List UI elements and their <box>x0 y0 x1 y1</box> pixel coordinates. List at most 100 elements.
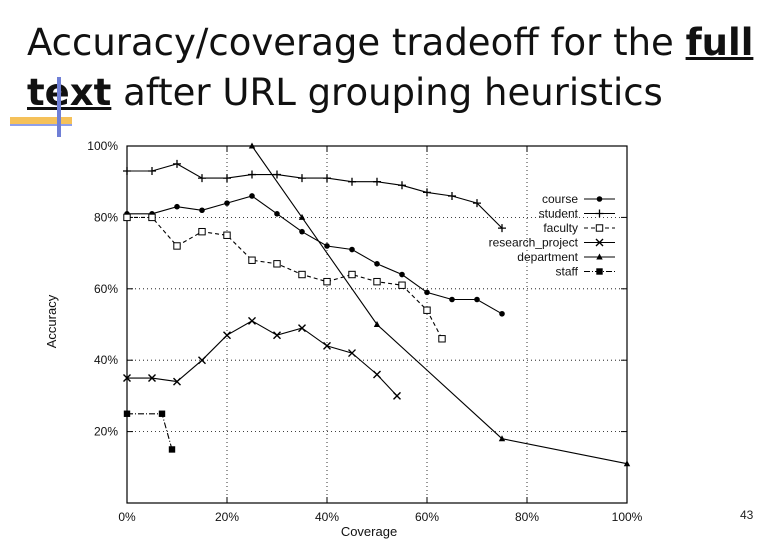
slide-number: 43 <box>740 508 754 522</box>
x-tick-label-2: 40% <box>315 510 339 524</box>
point-research_project-10 <box>373 370 381 379</box>
point-student-7 <box>298 174 306 183</box>
legend-label-course: course <box>542 192 578 206</box>
x-tick-label-0: 0% <box>118 510 136 524</box>
point-staff-2 <box>168 446 176 453</box>
point-course-4 <box>224 200 230 206</box>
series-line-faculty <box>127 216 443 340</box>
point-research_project-3 <box>198 356 206 365</box>
point-student-8 <box>323 174 331 183</box>
point-faculty-3 <box>198 227 206 236</box>
point-research_project-9 <box>348 349 356 358</box>
x-tick-label-3: 60% <box>415 510 439 524</box>
point-course-14 <box>474 296 480 303</box>
y-tick-label-2: 60% <box>94 282 118 296</box>
point-department-2 <box>373 321 381 327</box>
point-student-14 <box>473 199 481 208</box>
point-department-0 <box>248 142 256 149</box>
y-tick-label-1: 40% <box>94 353 118 367</box>
point-student-11 <box>398 181 406 190</box>
legend-label-research_project: research_project <box>489 236 579 250</box>
point-student-10 <box>373 177 381 186</box>
point-student-9 <box>348 177 356 186</box>
point-student-5 <box>248 170 256 179</box>
point-student-4 <box>223 174 231 183</box>
point-research_project-4 <box>223 331 231 340</box>
point-research_project-8 <box>323 341 331 350</box>
x-tick-label-1: 20% <box>215 510 239 524</box>
point-student-13 <box>448 191 456 200</box>
point-faculty-13 <box>438 335 446 343</box>
legend-marker-course <box>596 196 603 202</box>
point-student-0 <box>123 166 131 175</box>
point-faculty-9 <box>348 270 356 279</box>
point-student-15 <box>498 224 506 233</box>
legend-label-department: department <box>517 250 578 264</box>
point-department-4 <box>623 460 631 467</box>
point-student-6 <box>273 170 281 179</box>
series-line-staff <box>127 413 173 450</box>
legend-label-faculty: faculty <box>543 221 578 235</box>
point-faculty-2 <box>173 242 181 250</box>
slide-title: Accuracy/coverage tradeoff for the full … <box>27 18 767 118</box>
series-line-course <box>127 195 503 315</box>
point-course-2 <box>174 203 180 210</box>
plot-frame <box>126 145 628 504</box>
point-faculty-0 <box>123 213 131 222</box>
y-tick-label-4: 100% <box>87 139 118 153</box>
point-research_project-5 <box>248 316 256 325</box>
point-course-8 <box>324 243 330 249</box>
point-course-13 <box>449 296 455 303</box>
point-faculty-7 <box>298 270 306 279</box>
legend-marker-department <box>596 253 603 260</box>
x-axis-label: Coverage <box>341 524 397 539</box>
x-tick-label-4: 80% <box>515 510 539 524</box>
point-faculty-6 <box>273 260 281 268</box>
y-tick-label-3: 80% <box>94 210 118 224</box>
point-research_project-0 <box>123 374 131 383</box>
point-faculty-8 <box>323 277 331 286</box>
point-course-6 <box>274 211 280 217</box>
point-faculty-1 <box>148 213 156 222</box>
point-research_project-7 <box>298 324 306 333</box>
legend-marker-staff <box>596 268 603 275</box>
point-student-3 <box>198 174 206 183</box>
point-course-15 <box>499 310 505 317</box>
point-staff-0 <box>123 410 131 417</box>
decorative-bar-vertical <box>57 77 61 137</box>
decorative-bar-underline <box>10 124 72 126</box>
legend-label-staff: staff <box>556 265 579 279</box>
point-course-10 <box>374 261 380 267</box>
series-line-student <box>127 163 503 229</box>
series-line-research_project <box>127 320 398 397</box>
legend-marker-student <box>595 209 604 218</box>
point-research_project-2 <box>173 377 181 386</box>
point-research_project-6 <box>273 331 281 340</box>
point-department-3 <box>498 435 506 442</box>
y-axis-label: Accuracy <box>44 294 59 348</box>
point-faculty-10 <box>373 277 381 286</box>
title-prefix: Accuracy/coverage tradeoff for the <box>27 21 686 64</box>
point-course-5 <box>249 193 255 199</box>
legend-label-student: student <box>539 207 579 221</box>
y-tick-label-0: 20% <box>94 425 118 439</box>
x-tick-label-5: 100% <box>612 510 643 524</box>
point-faculty-11 <box>398 281 406 289</box>
legend-marker-research_project <box>595 238 604 247</box>
point-course-12 <box>424 289 430 296</box>
point-student-12 <box>423 188 431 197</box>
point-course-9 <box>349 246 355 253</box>
point-course-11 <box>399 271 405 278</box>
point-research_project-11 <box>393 391 401 400</box>
point-faculty-12 <box>423 306 431 314</box>
point-student-2 <box>173 159 181 168</box>
point-course-3 <box>199 207 205 214</box>
legend-marker-faculty <box>595 224 604 232</box>
point-department-1 <box>298 213 306 220</box>
title-suffix: after URL grouping heuristics <box>111 71 663 114</box>
point-research_project-1 <box>148 374 156 383</box>
point-student-1 <box>148 166 156 175</box>
point-staff-1 <box>158 410 166 417</box>
title-emphasis: full text <box>27 21 754 114</box>
